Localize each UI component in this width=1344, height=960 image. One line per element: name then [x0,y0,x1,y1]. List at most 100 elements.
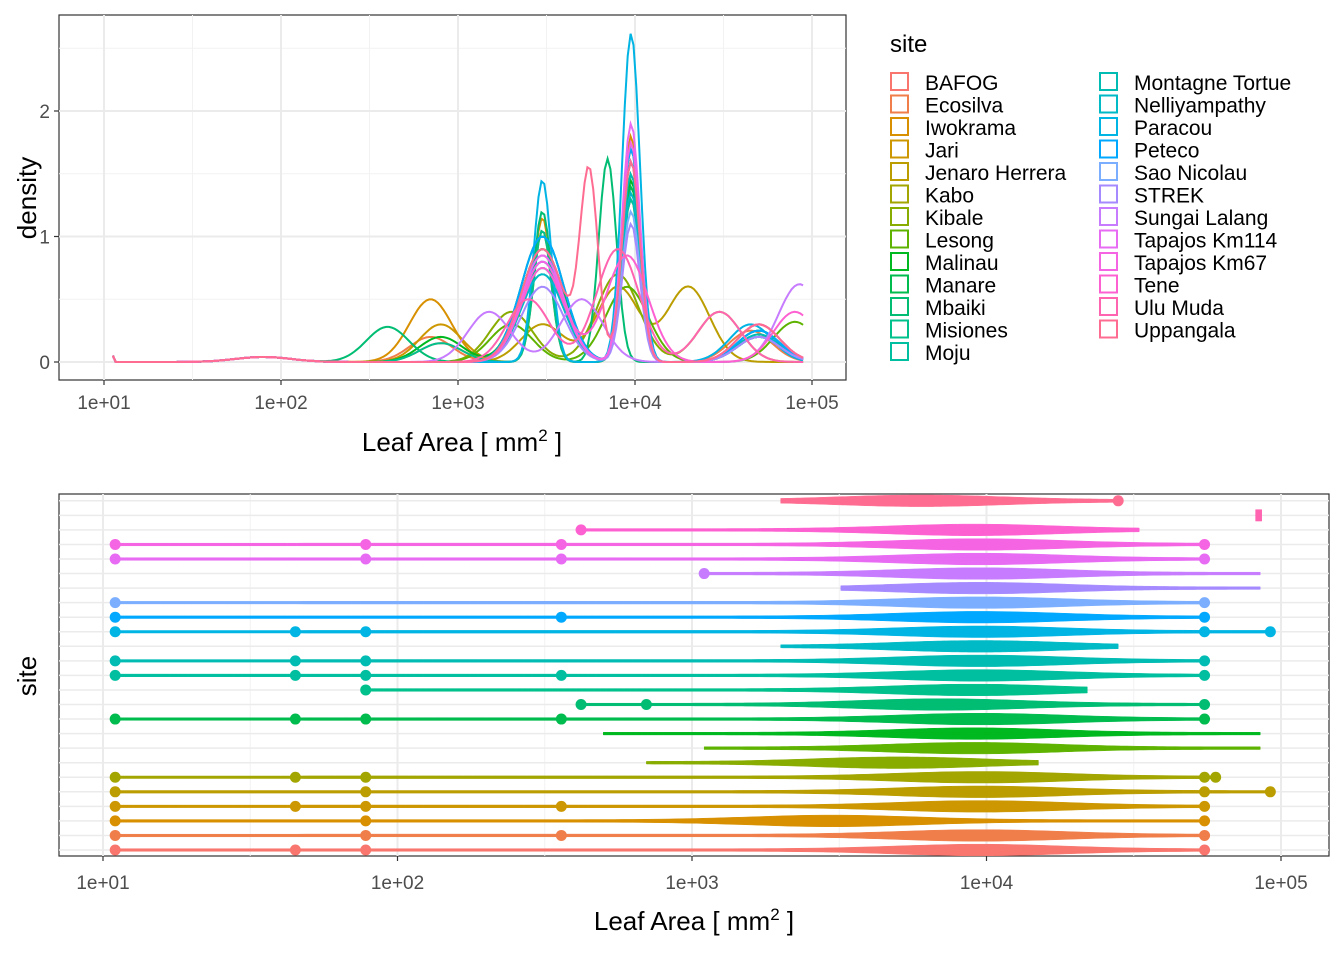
legend-key [1099,229,1118,249]
violin-outlier-point [360,800,372,812]
legend-label: Lesong [925,230,994,253]
violin-x-axis-label: Leaf Area [ mm2 ] [594,905,794,936]
legend-key [1099,207,1118,226]
violin-y-axis-label: site [12,656,42,696]
violin-outlier-point [109,815,121,827]
legend-key [890,139,909,159]
legend-key [890,184,909,204]
violin-x-ticks: 1e+01 1e+02 1e+03 1e+04 1e+05 [76,856,1308,894]
violin-outlier-point [109,800,121,812]
legend-label: Kibale [925,207,983,230]
violin-outlier-point [555,829,567,841]
violin-row-paracou [109,625,1276,638]
violin-outlier-point [360,626,372,638]
legend-key [890,274,909,294]
violin-outlier-point [109,597,121,609]
density-x-tick-label: 1e+03 [431,393,484,414]
violin-outlier-point [555,553,567,565]
violin-outlier-point [360,684,372,696]
violin-outlier-point [360,655,372,667]
violin-outlier-point [555,800,567,812]
violin-x-tick-label: 1e+03 [665,873,718,894]
legend-key [1099,117,1118,136]
violin-outlier-point [1199,626,1211,638]
legend-label: BAFOG [925,72,999,95]
density-panel: 1e+01 1e+02 1e+03 1e+04 1e+05 0 1 2 Leaf Area … [12,14,847,457]
violin-x-tick-label: 1e+04 [960,873,1014,894]
violin-outlier-point [360,815,372,827]
violin-row-moju [109,669,1211,682]
legend-label: Ecosilva [925,95,1004,118]
legend-key [1099,274,1118,294]
legend-label: Paracou [1134,117,1212,140]
violin-outlier-point [289,844,301,856]
legend-label: Tene [1134,275,1180,298]
violin-row-montagne-tortue [109,654,1211,667]
violin-x-tick-label: 1e+02 [371,873,424,894]
violin-outlier-point [1264,786,1276,798]
legend-label: Iwokrama [925,117,1016,140]
violin-row-manare [109,713,1211,726]
violin-outlier-point [555,611,567,623]
violin-outlier-point [109,786,121,798]
legend-key [1099,139,1118,159]
violin-outlier-point [109,829,121,841]
violin-row-bafog [109,843,1211,857]
violin-panel: 1e+01 1e+02 1e+03 1e+04 1e+05 Leaf Area [ mm… [12,493,1330,936]
violin-outlier-point [109,655,121,667]
violin-outlier-point [1199,699,1211,710]
violin-outlier-point [289,771,301,783]
violin-outlier-point [1199,800,1211,812]
violin-row-ecosilva [109,829,1211,842]
density-x-tick-label: 1e+04 [608,393,662,414]
density-x-tick-label: 1e+02 [254,393,307,414]
violin-outlier-point [289,626,301,638]
violin-row-malinau [603,727,1261,740]
legend-label: Misiones [925,320,1008,343]
violin-outlier-point [360,771,372,783]
legend-label: Manare [925,275,996,298]
violin-outlier-point [360,538,372,550]
legend-label: Ulu Muda [1134,297,1224,320]
violin-outlier-point [360,829,372,841]
legend-label: Tapajos Km114 [1134,230,1278,253]
violin-rows [109,494,1276,857]
violin-outlier-point [360,669,372,681]
legend-key [1099,184,1118,204]
violin-outlier-point [289,800,301,812]
violin-outlier-point [109,669,121,681]
violin-outlier-point [109,538,121,550]
violin-row-tapajos-km67 [109,538,1211,551]
legend-key [1099,252,1118,271]
legend-key [890,117,909,136]
density-y-ticks: 0 1 2 [39,102,59,374]
legend-label: Montagne Tortue [1134,72,1291,95]
legend-label: Nelliyampathy [1134,95,1266,118]
violin-row-kibale [646,756,1039,769]
legend-key [890,297,909,316]
violin-outlier-point [360,713,372,725]
violin-outlier-point [1199,844,1211,856]
violin-outlier-point [1199,669,1211,681]
legend-key [890,162,909,181]
legend-label: Jari [925,140,959,163]
legend-key [1099,94,1118,114]
violin-row-peteco [109,611,1211,624]
density-x-ticks: 1e+01 1e+02 1e+03 1e+04 1e+05 [77,380,839,414]
violin-outlier-point [1199,786,1211,798]
violin-row-strek [840,582,1261,595]
violin-row-ulu-muda [1255,509,1262,522]
legend-label: Sao Nicolau [1134,162,1247,185]
legend-key [890,94,909,114]
violin-outlier-point [1199,655,1211,667]
legend-key [890,342,909,361]
violin-outlier-point [109,771,121,783]
violin-outlier-point [109,626,121,638]
violin-row-sao-nicolau [109,596,1211,609]
density-y-tick-label: 2 [39,102,50,123]
violin-outlier-point [1199,713,1211,725]
density-y-axis-label: density [12,157,42,239]
legend-key [890,229,909,249]
